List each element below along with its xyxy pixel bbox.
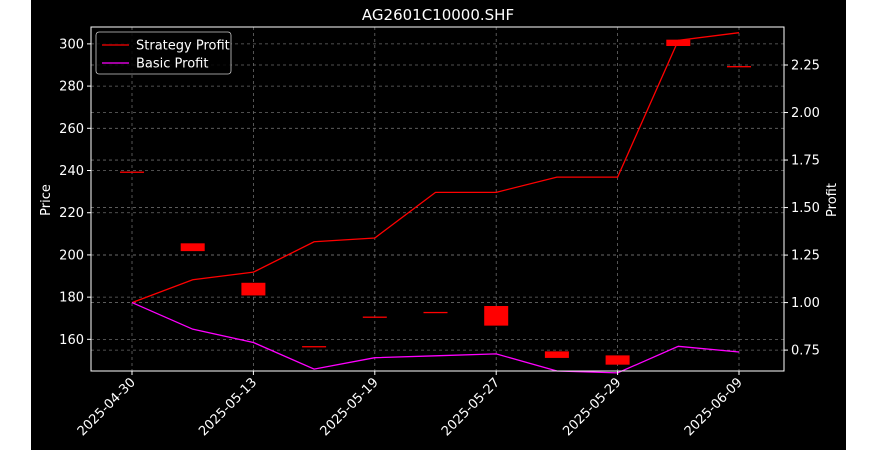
series-lines — [131, 32, 740, 374]
candle — [544, 351, 569, 358]
right-tick-label: 1.00 — [791, 296, 820, 311]
x-tick-label: 2025-05-27 — [439, 375, 503, 439]
x-tick-label: 2025-04-30 — [75, 375, 139, 439]
right-axis: 0.75 1.00 1.25 1.50 1.75 2.00 2.25 — [784, 59, 820, 359]
grid — [91, 27, 784, 371]
x-tick-label: 2025-05-13 — [196, 375, 260, 439]
chart-title: AG2601C10000.SHF — [362, 6, 514, 24]
left-axis: 160 180 200 220 240 260 280 300 — [59, 37, 91, 348]
candle — [484, 305, 509, 326]
candle — [302, 346, 327, 348]
right-tick-label: 2.25 — [791, 59, 820, 74]
legend-label: Basic Profit — [136, 57, 208, 72]
legend: Strategy Profit Basic Profit — [95, 31, 232, 75]
y-axis-label-right: Profit — [825, 183, 840, 217]
chart-svg: AG2601C10000.SHF 160 180 200 220 240 260 280 30… — [39, 6, 840, 439]
right-tick-label: 0.75 — [791, 344, 820, 359]
left-tick-label: 220 — [59, 206, 84, 221]
left-tick-label: 240 — [59, 164, 84, 179]
candle — [362, 316, 387, 318]
candle — [605, 355, 630, 365]
x-tick-label: 2025-06-09 — [682, 375, 746, 439]
x-tick-label: 2025-05-19 — [318, 375, 382, 439]
left-tick-label: 180 — [59, 291, 84, 306]
left-tick-label: 260 — [59, 122, 84, 137]
left-tick-label: 160 — [59, 333, 84, 348]
candles — [120, 39, 751, 365]
candle — [666, 39, 691, 46]
y-axis-label-left: Price — [39, 184, 54, 216]
plot-frame — [90, 26, 785, 372]
strategy-profit-line — [131, 32, 740, 304]
left-tick-label: 200 — [59, 248, 84, 263]
basic-profit-line — [131, 301, 740, 374]
x-tick-label: 2025-05-29 — [560, 375, 624, 439]
candle — [180, 243, 205, 252]
x-axis: 2025-04-30 2025-05-13 2025-05-19 2025-05-27… — [75, 371, 746, 439]
candle — [241, 282, 266, 296]
candle — [120, 171, 144, 173]
right-tick-label: 1.25 — [791, 249, 820, 264]
candle — [423, 311, 448, 314]
legend-box — [95, 31, 232, 75]
right-tick-label: 1.50 — [791, 201, 820, 216]
right-tick-label: 2.00 — [791, 106, 820, 121]
chart-figure: AG2601C10000.SHF 160 180 200 220 240 260 280 30… — [31, 0, 846, 450]
candle — [727, 66, 751, 68]
right-tick-label: 1.75 — [791, 154, 820, 169]
left-tick-label: 280 — [59, 80, 84, 95]
left-tick-label: 300 — [59, 37, 84, 52]
legend-label: Strategy Profit — [136, 39, 230, 54]
